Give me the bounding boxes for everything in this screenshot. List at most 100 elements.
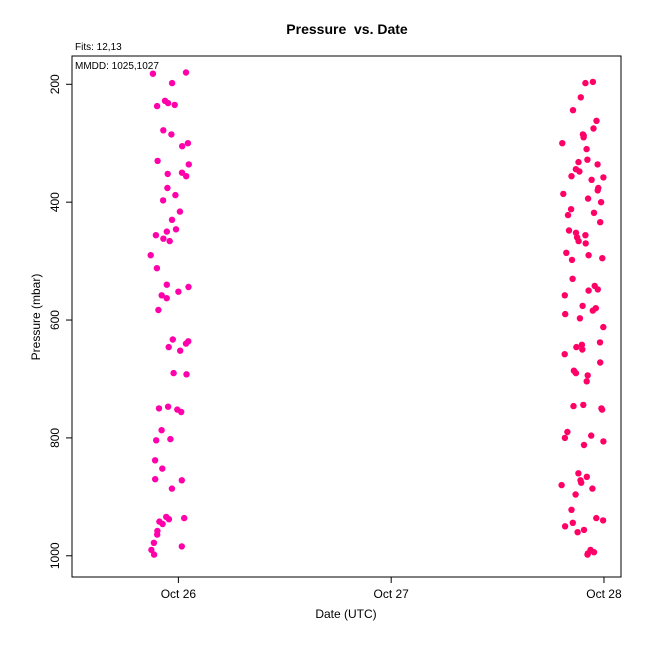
data-point <box>573 343 580 351</box>
plot-area <box>71 55 622 578</box>
data-point <box>153 265 161 272</box>
data-point <box>158 292 165 299</box>
data-point <box>568 256 576 264</box>
data-point <box>152 476 159 483</box>
x-tick-label: Oct 26 <box>161 587 197 601</box>
data-point <box>165 516 173 523</box>
data-point <box>578 479 585 486</box>
data-point <box>583 473 590 480</box>
data-point <box>154 157 161 165</box>
data-point <box>569 519 576 526</box>
data-point <box>594 286 601 293</box>
data-point <box>597 199 605 206</box>
data-point <box>163 281 170 288</box>
data-point <box>176 208 184 215</box>
data-point <box>590 125 597 132</box>
data-point <box>572 369 580 377</box>
data-point <box>580 401 587 409</box>
y-axis-label: Pressure (mbar) <box>29 274 43 361</box>
data-point <box>153 102 161 110</box>
data-point <box>599 255 606 262</box>
data-point <box>172 191 179 199</box>
data-point <box>582 240 589 247</box>
data-point <box>580 526 588 534</box>
data-point <box>590 209 598 216</box>
data-point <box>572 491 579 498</box>
data-point <box>171 101 178 109</box>
y-tick-label: 1000 <box>48 542 62 569</box>
data-point <box>168 131 175 138</box>
data-point <box>168 79 176 87</box>
data-point <box>575 470 582 477</box>
data-point <box>159 197 167 204</box>
data-point <box>159 520 166 528</box>
data-point <box>567 206 575 213</box>
data-point <box>569 275 576 282</box>
data-point <box>582 232 589 239</box>
data-point <box>164 184 171 192</box>
y-tick-label: 600 <box>48 310 62 330</box>
data-point <box>584 372 591 379</box>
data-point <box>559 140 566 147</box>
data-point <box>177 347 184 354</box>
data-point <box>589 78 597 86</box>
data-point <box>150 539 158 546</box>
data-point <box>575 158 582 166</box>
data-point <box>560 190 567 198</box>
data-point <box>147 252 154 259</box>
data-point <box>585 252 592 259</box>
data-point <box>167 435 174 443</box>
data-point <box>160 235 167 242</box>
data-point <box>184 140 192 147</box>
data-point <box>596 339 604 346</box>
data-point <box>563 249 570 256</box>
data-point <box>568 173 575 180</box>
mmdd-label: MMDD: 1025,1027 <box>75 61 159 72</box>
data-point <box>155 405 163 412</box>
data-point <box>576 315 584 322</box>
data-point <box>158 427 165 434</box>
data-point <box>561 351 568 358</box>
data-point <box>593 117 600 125</box>
data-point <box>589 485 596 492</box>
y-tick-label: 400 <box>48 192 62 212</box>
data-point <box>185 283 192 291</box>
data-point <box>568 506 575 513</box>
data-point <box>154 531 161 538</box>
data-point <box>580 134 587 141</box>
data-point <box>585 287 592 294</box>
y-tick-label: 200 <box>48 74 62 94</box>
x-tick-label: Oct 27 <box>374 587 410 601</box>
data-point <box>588 176 595 183</box>
data-point <box>564 211 572 219</box>
data-point <box>181 514 188 522</box>
data-point <box>597 219 604 226</box>
data-point <box>594 161 601 168</box>
data-point <box>172 226 180 233</box>
data-point <box>561 292 568 299</box>
data-point <box>600 438 607 445</box>
data-point <box>569 107 577 114</box>
data-points <box>147 69 607 558</box>
data-point <box>153 437 160 444</box>
x-axis-label: Date (UTC) <box>315 607 376 621</box>
data-point <box>576 168 583 175</box>
data-point <box>178 408 185 416</box>
data-point <box>164 99 172 107</box>
data-point <box>179 143 186 150</box>
data-point <box>593 514 600 522</box>
data-point <box>170 369 177 377</box>
data-point <box>598 406 606 413</box>
chart-title: Pressure vs. Date <box>286 21 408 37</box>
data-point <box>577 94 584 101</box>
data-point <box>163 295 170 302</box>
data-point <box>561 523 569 530</box>
data-point <box>599 517 607 524</box>
x-tick-label: Oct 28 <box>586 587 622 601</box>
data-point <box>163 228 170 235</box>
data-point <box>562 310 569 318</box>
fits-label: Fits: 12,13 <box>75 42 122 53</box>
data-point <box>183 173 190 180</box>
data-point <box>185 161 192 168</box>
data-point <box>160 127 167 134</box>
